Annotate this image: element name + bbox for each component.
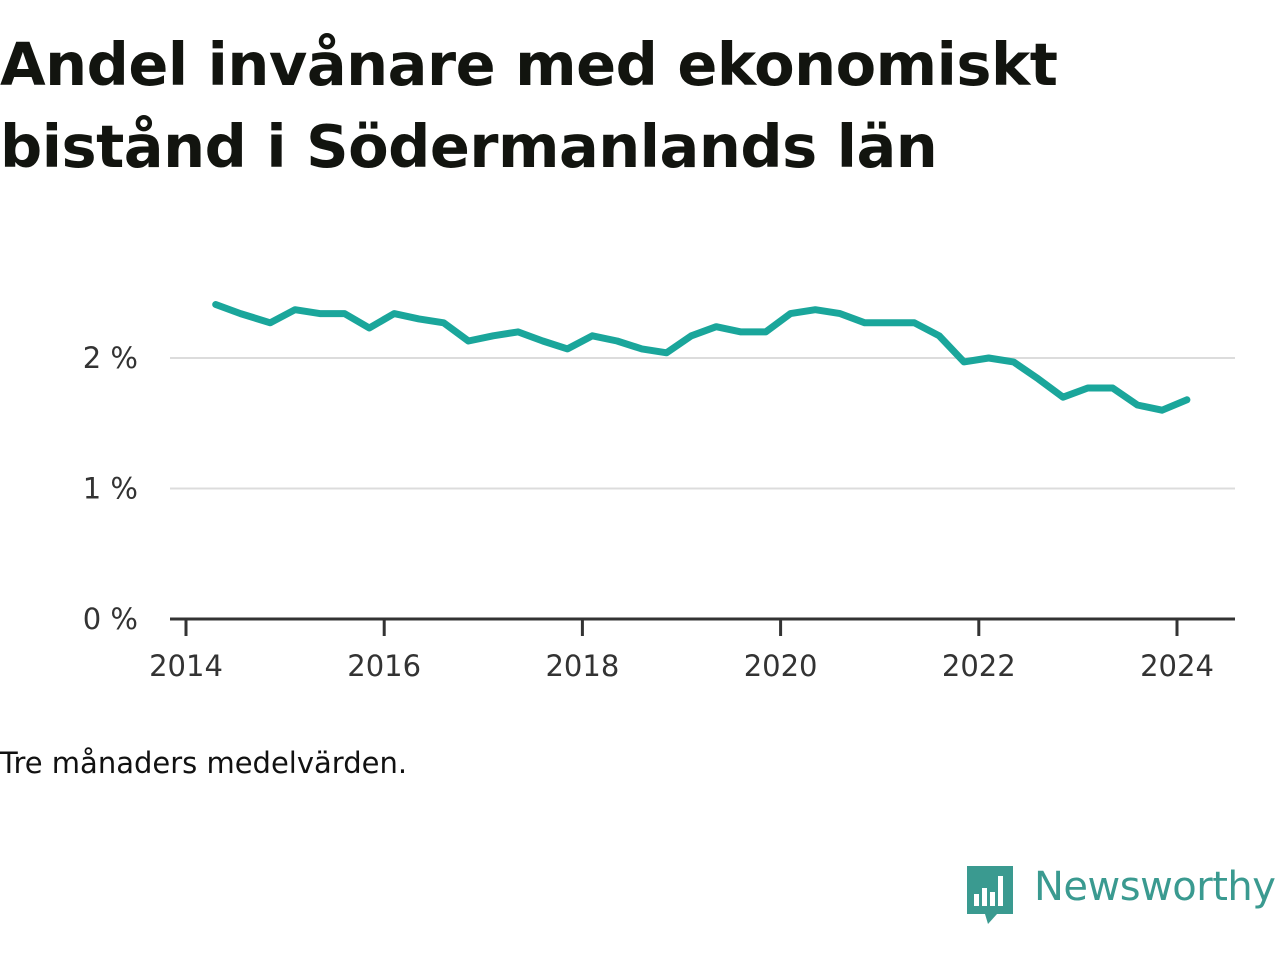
x-tick-label: 2014 — [149, 649, 223, 683]
data-series — [212, 301, 1191, 414]
chart-title: Andel invånare med ekonomiskt bistånd i … — [0, 30, 1058, 181]
x-tick-labels: 2014 2016 2018 2020 2022 2024 — [149, 649, 1214, 683]
bar-chart-speech-bubble-icon — [967, 866, 1013, 924]
x-tick-label: 2016 — [347, 649, 421, 683]
x-tick-label: 2022 — [942, 649, 1016, 683]
y-tick-label: 2 % — [83, 341, 138, 375]
x-tick-label: 2018 — [545, 649, 619, 683]
x-tick-label: 2020 — [744, 649, 818, 683]
x-axis — [170, 617, 1235, 636]
y-gridlines — [170, 357, 1235, 490]
y-tick-labels: 0 % 1 % 2 % — [83, 341, 138, 636]
x-tick-label: 2024 — [1140, 649, 1214, 683]
newsworthy-logo: Newsworthy — [964, 862, 1280, 928]
series-line — [212, 301, 1191, 414]
y-tick-label: 1 % — [83, 472, 138, 506]
brand-name: Newsworthy — [1034, 864, 1276, 910]
y-tick-label: 0 % — [83, 602, 138, 636]
chart-note: Tre månaders medelvärden. — [0, 746, 408, 780]
line-chart: 0 % 1 % 2 % 2014 2016 2018 2020 2022 2024 — [83, 301, 1235, 683]
